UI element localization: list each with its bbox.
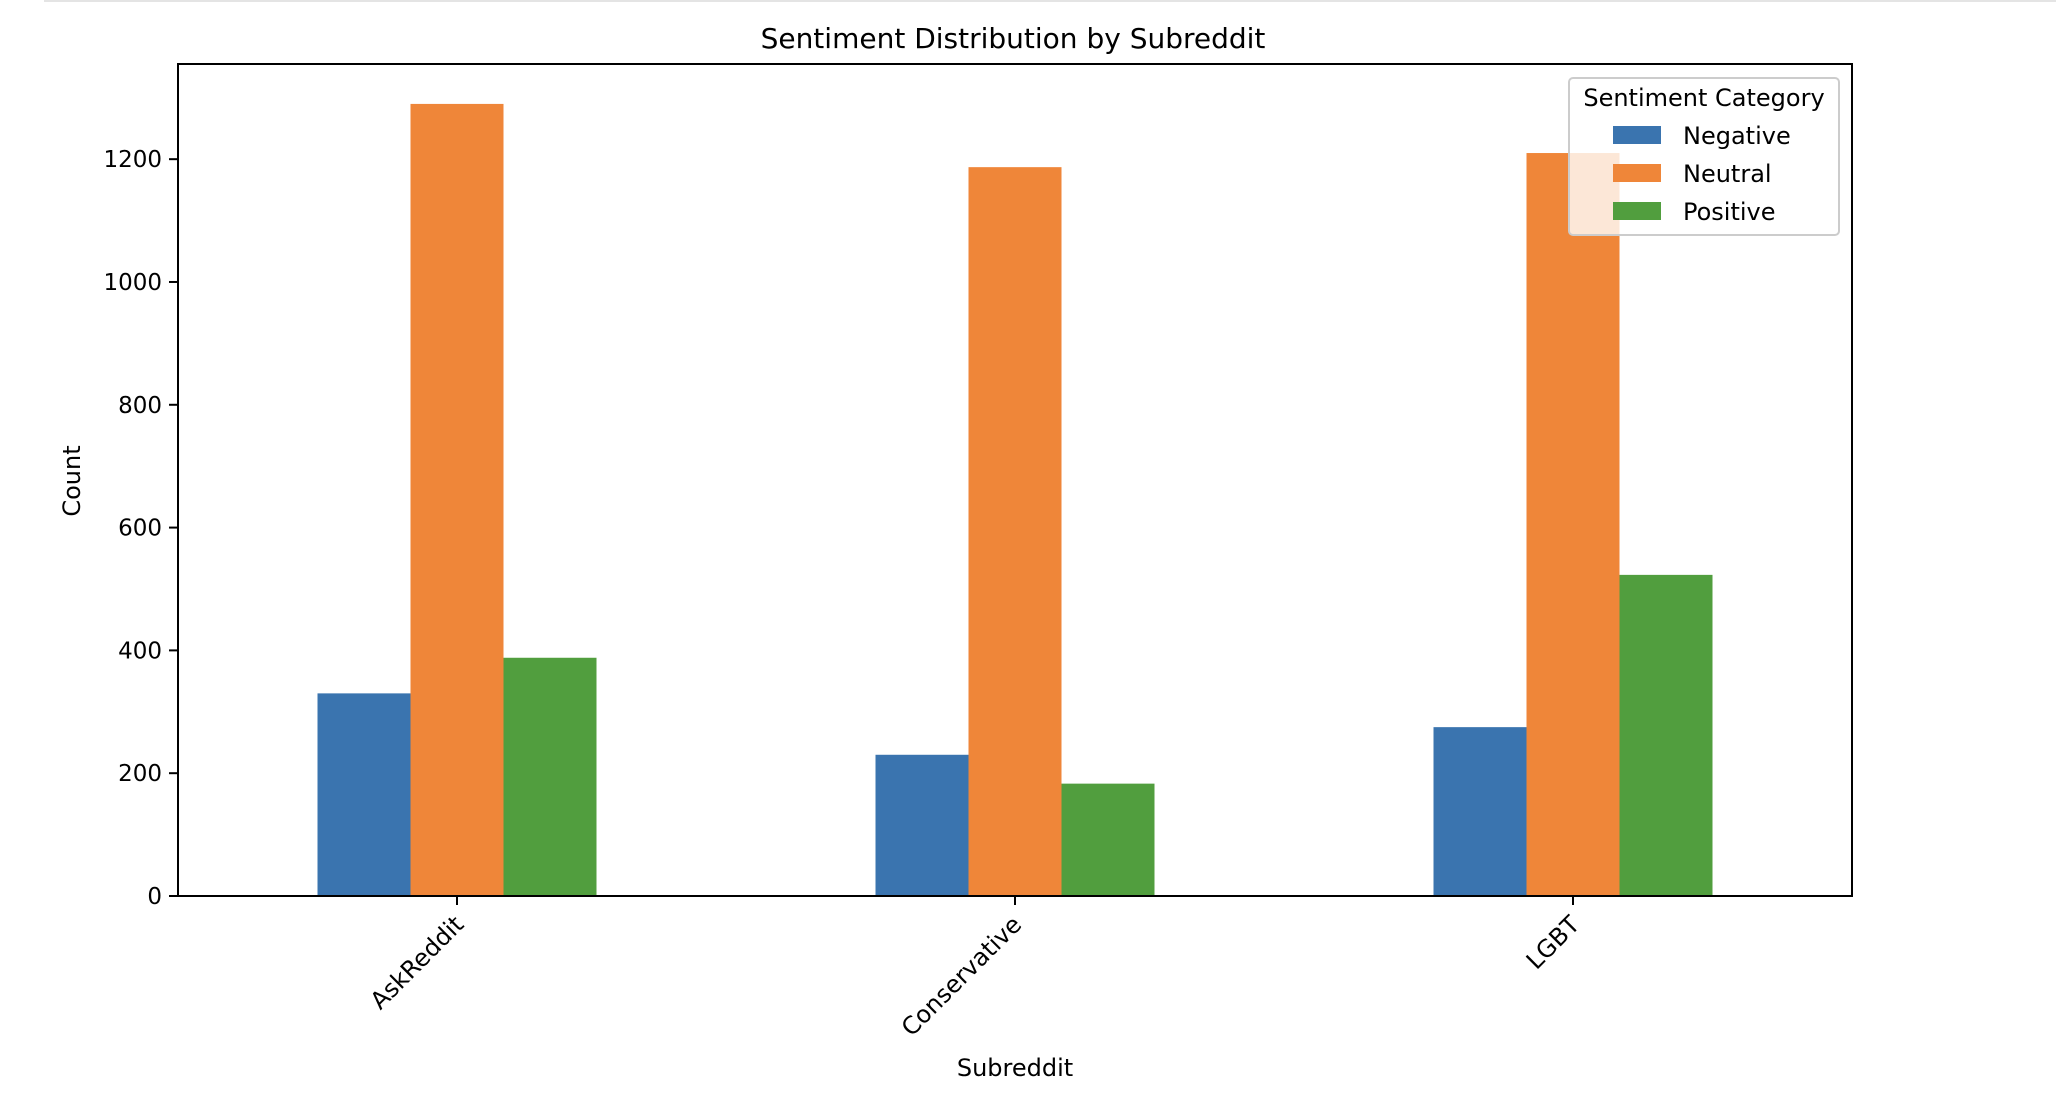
y-tick-label: 1200: [103, 147, 162, 173]
y-tick-label: 1000: [103, 270, 162, 296]
chart-title: Sentiment Distribution by Subreddit: [761, 22, 1266, 55]
bar-negative-lgbt: [1433, 727, 1527, 896]
bar-negative-askreddit: [317, 693, 411, 896]
bar-neutral-conservative: [968, 167, 1062, 897]
bar-positive-askreddit: [503, 657, 597, 896]
y-axis-ticks: 0 200 400 600 800 1000 1200: [103, 147, 178, 910]
y-tick-label: 400: [118, 638, 162, 664]
x-tick-label: LGBT: [1521, 910, 1586, 975]
x-axis-label: Subreddit: [957, 1054, 1073, 1082]
top-divider: [44, 0, 2056, 2]
x-axis-ticks: AskReddit Conservative LGBT: [365, 896, 1586, 1042]
legend-swatch-positive: [1613, 202, 1661, 220]
y-tick-label: 200: [118, 761, 162, 787]
legend-label-positive: Positive: [1683, 198, 1776, 226]
legend-box: [1568, 77, 1840, 236]
legend-title: Sentiment Category: [1583, 84, 1824, 112]
y-tick-label: 800: [118, 393, 162, 419]
bar-positive-lgbt: [1619, 574, 1713, 896]
plot-frame: [177, 63, 1853, 897]
legend-items: Negative Neutral Positive: [1613, 122, 1791, 226]
bars: [317, 103, 1713, 897]
bar-neutral-askreddit: [410, 103, 504, 896]
x-tick-label: Conservative: [896, 910, 1027, 1041]
bar-positive-conservative: [1061, 783, 1155, 896]
bar-neutral-lgbt: [1526, 153, 1620, 896]
y-tick-label: 0: [147, 884, 162, 910]
y-axis-label: Count: [58, 445, 86, 516]
legend: Sentiment Category Negative Neutral Positi…: [1568, 77, 1840, 236]
legend-label-negative: Negative: [1683, 122, 1791, 150]
legend-swatch-neutral: [1613, 164, 1661, 182]
legend-label-neutral: Neutral: [1683, 160, 1772, 188]
bar-negative-conservative: [875, 754, 969, 896]
y-tick-label: 600: [118, 516, 162, 542]
legend-swatch-negative: [1613, 126, 1661, 144]
x-tick-label: AskReddit: [365, 910, 469, 1014]
